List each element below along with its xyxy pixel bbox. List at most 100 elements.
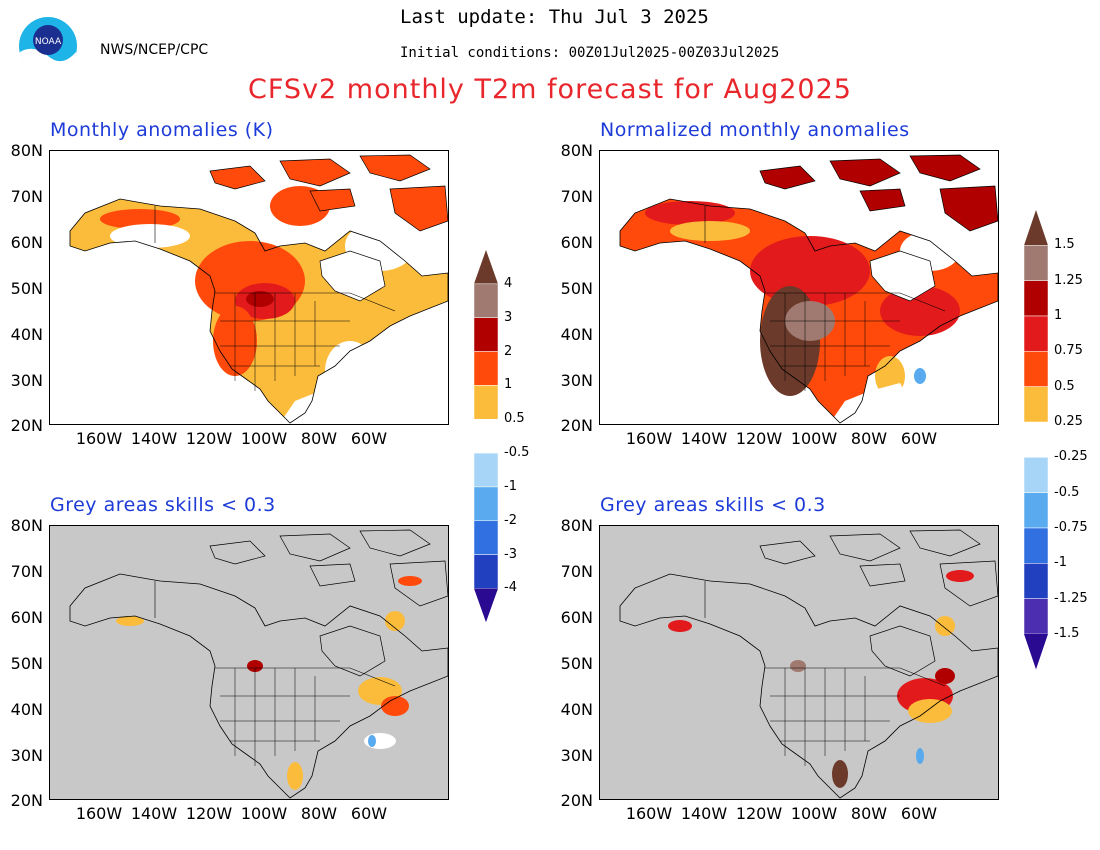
map-skill-normalized-svg xyxy=(600,526,998,799)
lat-label: 40N xyxy=(10,700,43,719)
colorbar-label: 1.5 xyxy=(1054,237,1075,253)
coastline xyxy=(69,573,448,799)
lat-label: 60N xyxy=(560,608,593,627)
skilled-area xyxy=(668,620,692,632)
island-outline xyxy=(909,529,981,557)
colorbar-label: 1 xyxy=(1054,308,1063,323)
island-outline xyxy=(389,560,448,607)
island-outline xyxy=(309,563,356,587)
lat-label: 80N xyxy=(10,516,43,535)
lat-label: 80N xyxy=(10,141,43,160)
island-fill xyxy=(280,159,350,186)
colorbar-label: 0.25 xyxy=(1054,414,1083,429)
initial-conditions-text: Initial conditions: 00Z01Jul2025-00Z03Ju… xyxy=(400,45,780,61)
border-line xyxy=(765,292,946,312)
hudson-bay-outline xyxy=(319,625,386,677)
island-outline xyxy=(759,165,816,190)
hudson-bay xyxy=(870,251,935,301)
gulf-water xyxy=(280,383,360,423)
colorbar-label: 1.25 xyxy=(1054,272,1083,288)
last-update-text: Last update: Thu Jul 3 2025 xyxy=(400,6,709,28)
coastline xyxy=(619,198,998,424)
panel-title-skill-left: Grey areas skills < 0.3 xyxy=(50,494,276,516)
skilled-area xyxy=(916,748,924,764)
island-outline xyxy=(909,154,981,182)
lon-label: 140W xyxy=(680,429,728,448)
lon-label: 80W xyxy=(850,804,888,823)
colorbar-segment xyxy=(473,385,499,420)
colorbar-segment xyxy=(1023,351,1049,387)
colorbar-segment xyxy=(1023,280,1049,317)
colorbar-segment xyxy=(1023,315,1049,352)
lat-label: 20N xyxy=(10,791,43,810)
colorbar-segment xyxy=(1023,245,1049,281)
skilled-area xyxy=(287,762,303,790)
skilled-area xyxy=(935,668,955,684)
skilled-area xyxy=(832,760,848,788)
lon-label: 80W xyxy=(300,804,338,823)
lat-label: 60N xyxy=(10,233,43,252)
island-outline xyxy=(209,165,266,190)
skilled-area xyxy=(385,611,405,631)
colorbar-label: 4 xyxy=(504,275,513,291)
colorbar-segment xyxy=(1023,492,1049,529)
lon-label: 80W xyxy=(850,429,888,448)
lon-label: 140W xyxy=(130,804,178,823)
island-outline xyxy=(209,540,266,565)
lat-label: 70N xyxy=(10,562,43,581)
panel-title-anomalies: Monthly anomalies (K) xyxy=(50,119,274,141)
noaa-logo-text: NOAA xyxy=(35,37,62,47)
island-fill xyxy=(210,166,265,189)
colorbar-label: 0.5 xyxy=(1054,378,1075,394)
no-anomaly-area xyxy=(110,224,190,248)
anomaly-area xyxy=(670,221,750,241)
colorbar-label: 2 xyxy=(504,343,513,359)
island-outline xyxy=(759,540,816,565)
colorbar-svg xyxy=(473,250,499,623)
lon-label: 60W xyxy=(900,804,938,823)
panel-title-skill-right: Grey areas skills < 0.3 xyxy=(600,494,826,516)
coastline xyxy=(69,198,448,424)
colorbar-label: -0.75 xyxy=(1054,520,1088,535)
island-outline xyxy=(359,154,431,182)
lat-label: 30N xyxy=(560,746,593,765)
colorbar-zero xyxy=(474,419,498,454)
lat-label: 80N xyxy=(560,141,593,160)
page-title: CFSv2 monthly T2m forecast for Aug2025 xyxy=(248,74,852,105)
colorbar-label: -1.25 xyxy=(1054,590,1088,606)
colorbar-segment xyxy=(473,554,499,589)
skilled-area xyxy=(247,660,263,672)
lon-label: 140W xyxy=(680,804,728,823)
lon-label: 120W xyxy=(735,429,783,448)
colorbar-zero xyxy=(1024,422,1048,458)
map-normalized-svg xyxy=(600,151,998,424)
colorbar-label: -2 xyxy=(504,512,517,528)
colorbar-label: -0.25 xyxy=(1054,449,1088,465)
lon-label: 100W xyxy=(790,429,838,448)
colorbar-label: -0.5 xyxy=(504,445,530,461)
colorbar-label: -1 xyxy=(504,478,517,494)
colorbar-segment xyxy=(1023,598,1049,635)
island-outline xyxy=(359,529,431,557)
map-skill-anomalies xyxy=(49,525,449,800)
colorbar-label: 1 xyxy=(504,377,513,393)
lat-label: 60N xyxy=(560,233,593,252)
anomaly-area xyxy=(750,236,870,306)
lat-label: 50N xyxy=(560,654,593,673)
anomaly-area xyxy=(914,368,926,384)
island-fill xyxy=(860,189,905,211)
island-fill xyxy=(360,155,430,181)
lon-label: 120W xyxy=(185,429,233,448)
island-outline xyxy=(939,560,998,607)
hudson-bay-outline xyxy=(319,250,386,302)
skilled-area xyxy=(946,570,974,582)
island-fill xyxy=(830,159,900,186)
anomaly-area xyxy=(246,291,274,307)
lat-label: 60N xyxy=(10,608,43,627)
lat-label: 40N xyxy=(560,700,593,719)
coastline xyxy=(619,573,998,799)
colorbar-label: -1 xyxy=(1054,555,1067,571)
skilled-area xyxy=(368,735,376,747)
skilled-area xyxy=(398,576,422,586)
colorbar-segment xyxy=(473,520,499,555)
